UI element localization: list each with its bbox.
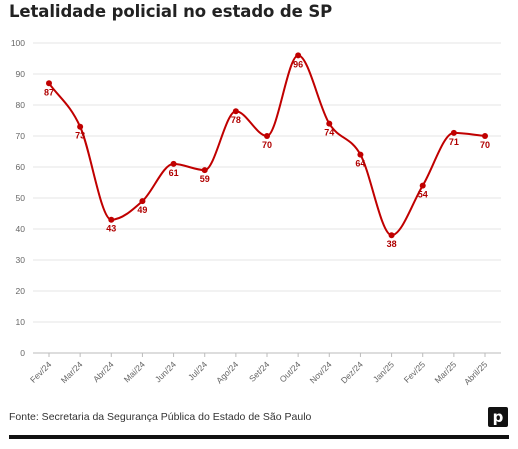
x-tick-label: Abril/25 <box>462 359 490 387</box>
x-tick-label: Mar/25 <box>432 359 458 385</box>
data-point <box>139 198 146 205</box>
x-tick-label: Out/24 <box>277 359 302 384</box>
data-point <box>77 123 84 130</box>
y-tick-label: 30 <box>16 255 26 265</box>
data-labels: 87 73 43 49 61 59 78 70 96 74 64 38 54 71 70 <box>44 59 490 249</box>
y-tick-label: 0 <box>20 348 25 358</box>
x-tick-label: Jul/24 <box>186 359 209 382</box>
x-axis-ticks: Fev/24 Mar/24 Abr/24 Mai/24 Jun/24 Jul/24 Ago/… <box>28 353 490 387</box>
y-tick-label: 70 <box>16 131 26 141</box>
y-tick-label: 100 <box>11 38 25 48</box>
y-tick-label: 60 <box>16 162 26 172</box>
x-tick-label: Dez/24 <box>339 359 365 385</box>
data-label: 96 <box>293 59 303 69</box>
y-tick-label: 80 <box>16 100 26 110</box>
x-tick-label: Nov/24 <box>308 359 334 385</box>
bottom-rule <box>9 435 509 439</box>
data-point <box>357 151 364 158</box>
y-tick-label: 10 <box>16 317 26 327</box>
data-point <box>326 120 333 127</box>
data-label: 43 <box>106 224 116 234</box>
data-label: 54 <box>418 190 428 200</box>
data-point <box>419 182 426 189</box>
data-point <box>201 167 208 174</box>
data-point <box>482 133 488 139</box>
data-points <box>46 52 488 239</box>
y-tick-label: 90 <box>16 69 26 79</box>
gridlines <box>33 42 501 323</box>
data-label: 49 <box>137 205 147 215</box>
x-tick-label: Fev/25 <box>402 359 428 385</box>
data-label: 73 <box>75 131 85 141</box>
y-tick-label: 20 <box>16 286 26 296</box>
data-label: 61 <box>169 168 179 178</box>
x-tick-label: Jan/25 <box>371 359 396 384</box>
data-point <box>170 160 177 167</box>
chart-title: Letalidade policial no estado de SP <box>9 2 333 21</box>
x-tick-label: Mar/24 <box>59 359 85 385</box>
data-label: 59 <box>200 174 210 184</box>
data-point <box>264 133 270 139</box>
data-point <box>46 80 52 87</box>
data-point <box>388 232 395 239</box>
data-label: 70 <box>480 140 490 150</box>
series-line <box>48 54 486 237</box>
x-tick-label: Jun/24 <box>153 359 178 384</box>
y-axis-ticks: 0 10 20 30 40 50 60 70 80 90 100 <box>11 38 25 358</box>
data-point <box>295 52 302 59</box>
data-point <box>450 129 457 136</box>
x-tick-label: Mai/24 <box>122 359 147 384</box>
source-note: Fonte: Secretaria da Segurança Pública d… <box>9 411 312 423</box>
brand-logo: p <box>488 407 508 427</box>
data-point <box>108 216 115 223</box>
x-tick-label: Abr/24 <box>91 359 116 384</box>
line-chart: 0 10 20 30 40 50 60 70 80 90 100 Fev/24 Mar/24 Abr/2… <box>11 38 501 387</box>
data-label: 38 <box>387 239 397 249</box>
y-tick-label: 50 <box>16 193 26 203</box>
data-label: 70 <box>262 140 272 150</box>
data-label: 64 <box>355 159 365 169</box>
data-label: 87 <box>44 87 54 97</box>
data-label: 78 <box>231 115 241 125</box>
data-label: 74 <box>324 128 334 138</box>
x-tick-label: Ago/24 <box>214 359 240 385</box>
x-tick-label: Set/24 <box>247 359 272 384</box>
y-tick-label: 40 <box>16 224 26 234</box>
data-label: 71 <box>449 137 459 147</box>
x-tick-label: Fev/24 <box>28 359 54 385</box>
data-point <box>232 108 239 115</box>
